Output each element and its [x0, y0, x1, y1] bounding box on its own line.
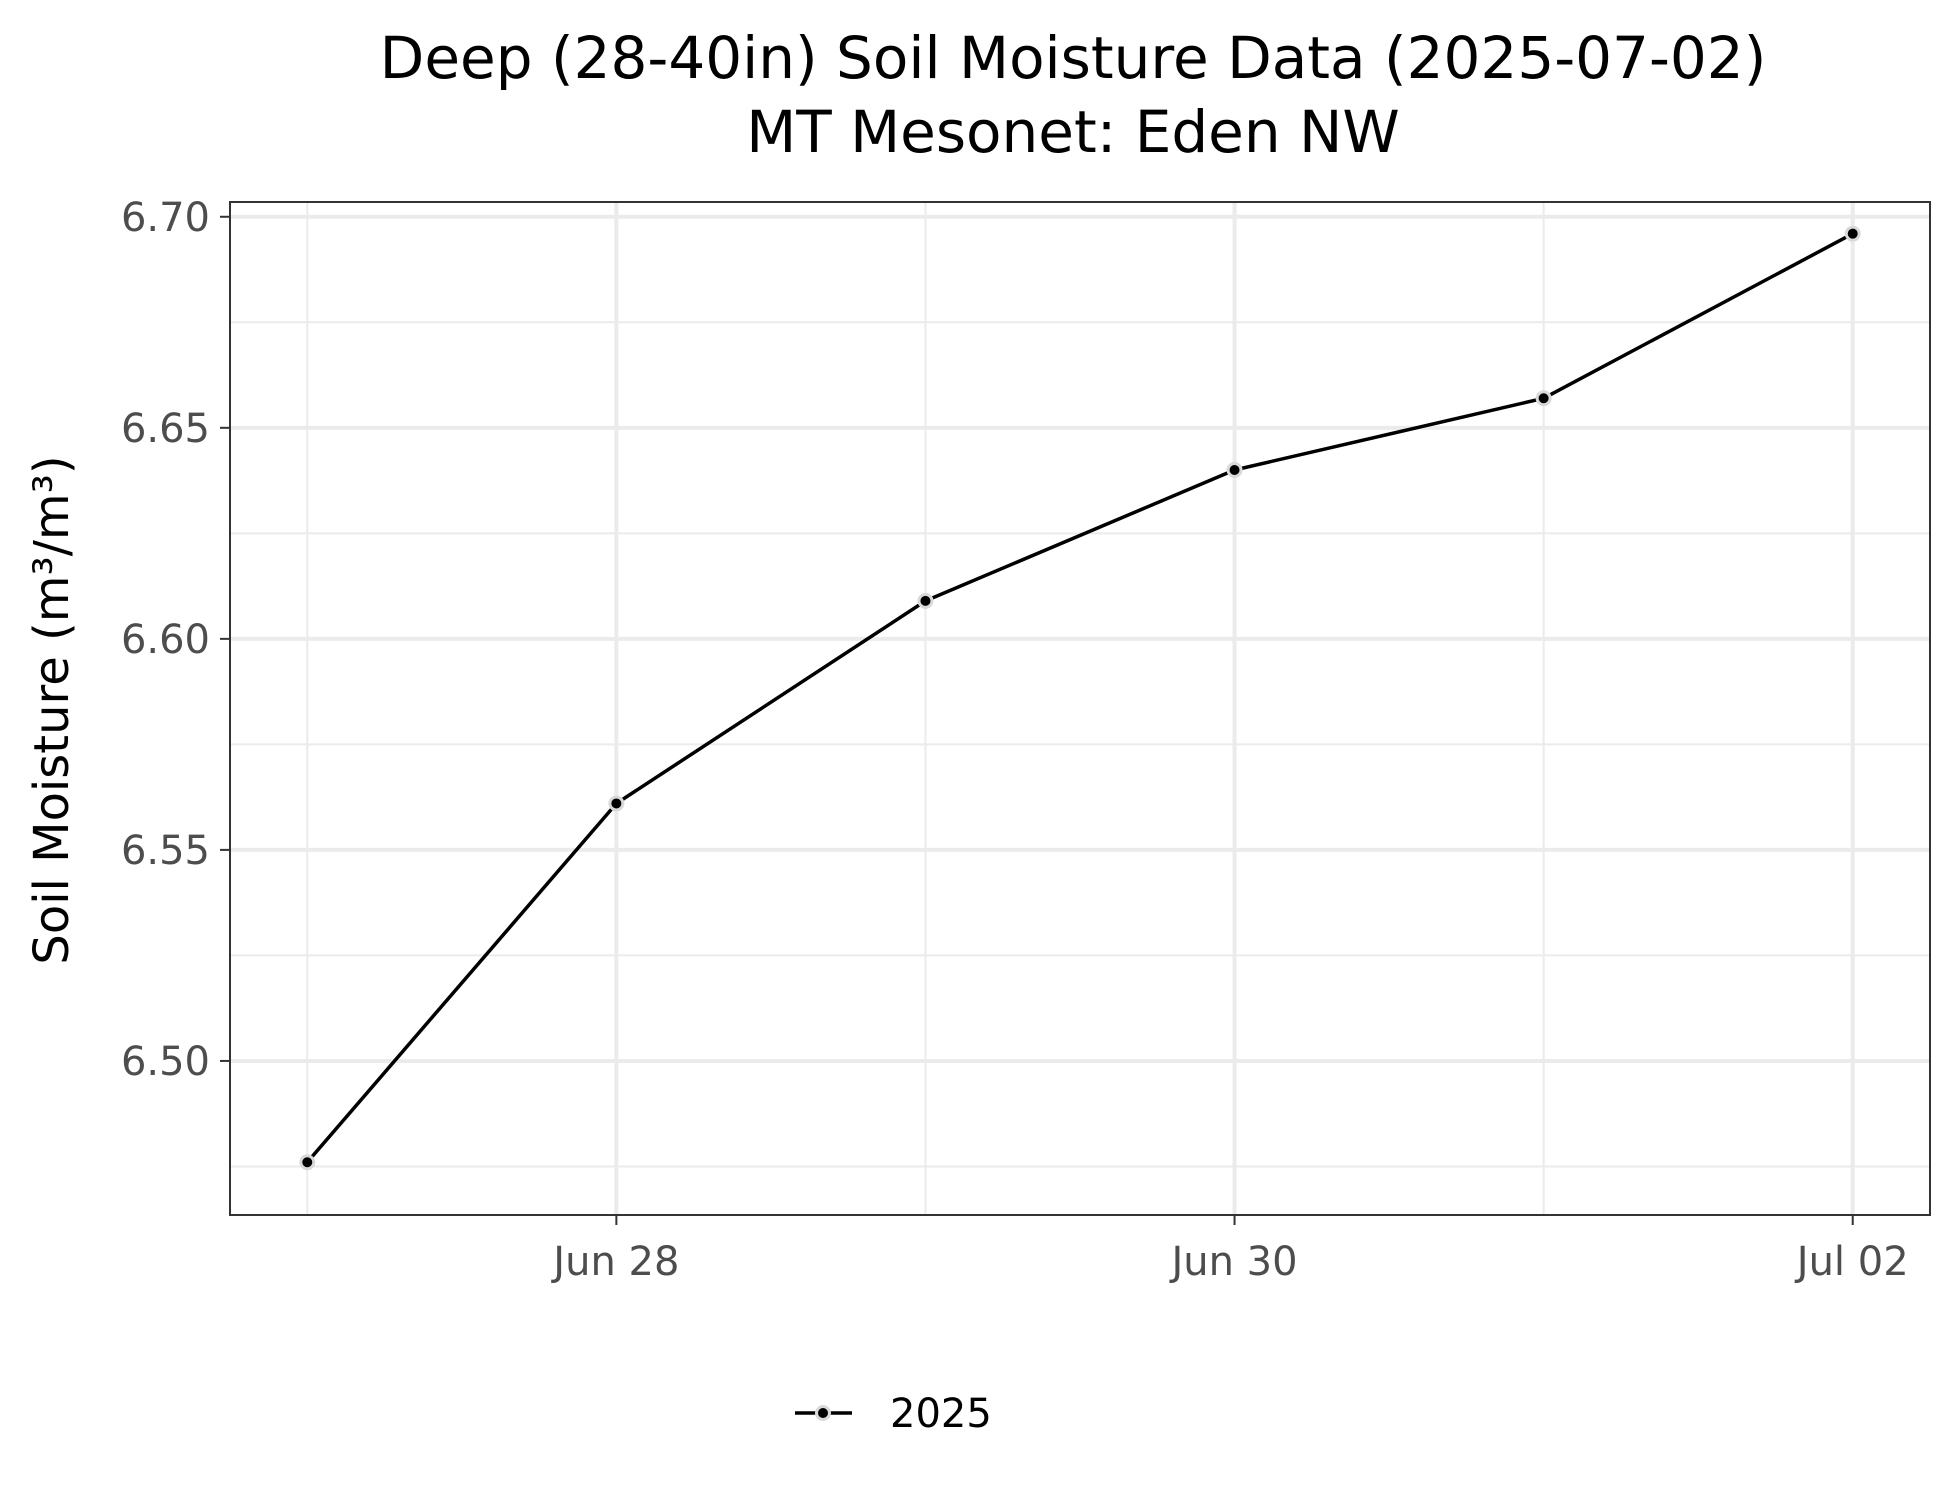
y-axis-title: Soil Moisture (m³/m³) [24, 455, 80, 964]
y-axis: 6.50 6.55 6.60 6.65 6.70 [121, 195, 230, 1085]
y-tick-label: 6.55 [121, 828, 210, 874]
x-axis: Jun 28 Jun 30 Jul 02 [550, 1215, 1909, 1285]
x-tick-label: Jul 02 [1794, 1239, 1909, 1285]
grid-minor [230, 202, 1930, 1215]
chart-subtitle: MT Mesonet: Eden NW [746, 98, 1400, 166]
panel-border [229, 201, 1931, 1216]
y-tick-label: 6.65 [121, 406, 210, 452]
y-tick-label: 6.70 [121, 195, 210, 241]
data-point [1535, 390, 1552, 407]
data-point [299, 1154, 316, 1171]
y-tick-label: 6.50 [121, 1039, 210, 1085]
series-line-2025 [305, 232, 1854, 1164]
series-layer [299, 225, 1861, 1171]
x-tick-label: Jun 28 [550, 1239, 679, 1285]
legend-label: 2025 [890, 1391, 992, 1437]
data-point [1226, 462, 1243, 479]
legend: 2025 [795, 1391, 992, 1437]
y-tick-label: 6.60 [121, 617, 210, 663]
data-point [608, 795, 625, 812]
grid-major [230, 202, 1930, 1215]
data-point [917, 592, 934, 609]
legend-key-point [815, 1405, 831, 1421]
x-tick-label: Jun 30 [1168, 1239, 1297, 1285]
data-point [1844, 225, 1861, 242]
chart-title: Deep (28-40in) Soil Moisture Data (2025-… [380, 24, 1767, 92]
